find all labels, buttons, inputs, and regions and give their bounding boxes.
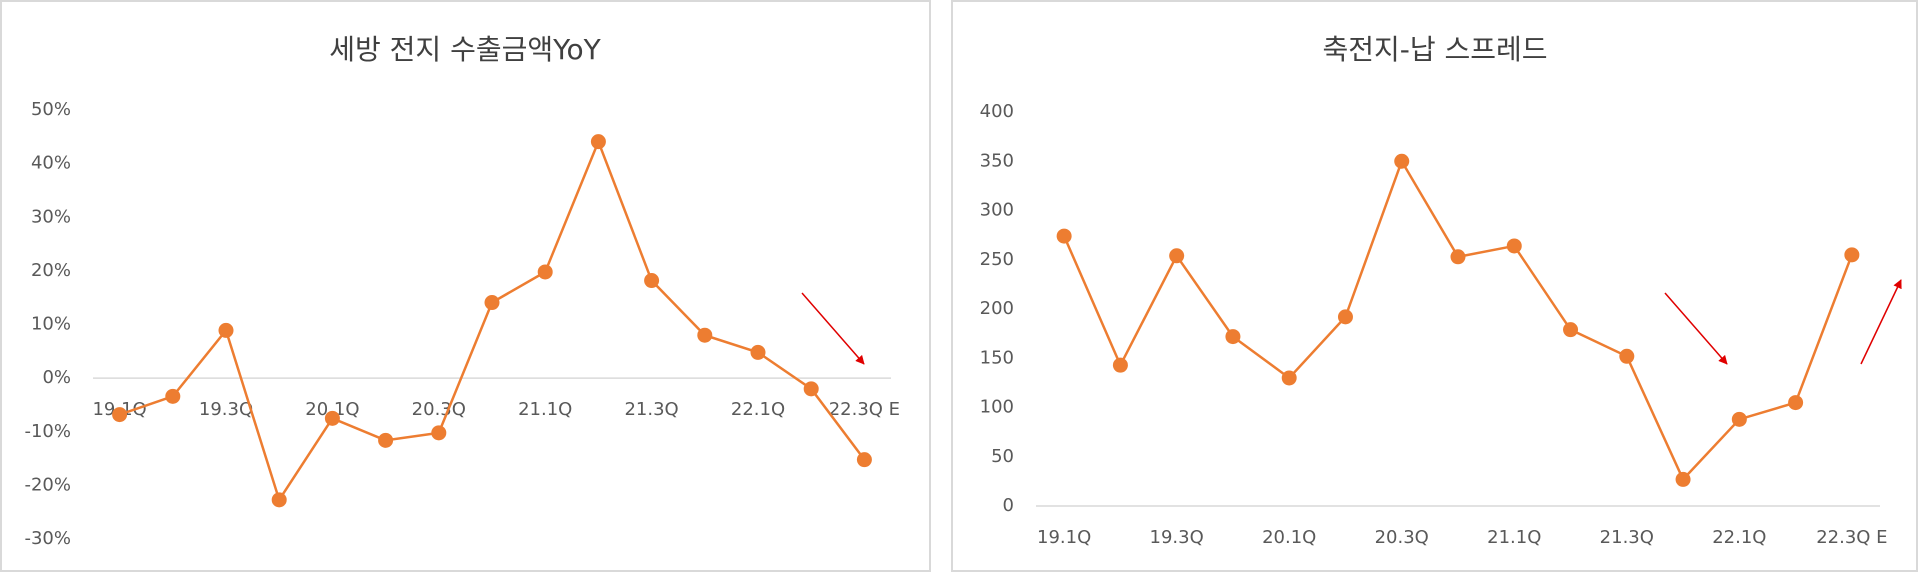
- data-point: [590, 134, 606, 150]
- y-tick-label: 0%: [42, 367, 71, 388]
- series-line: [119, 138, 866, 503]
- x-tick-label: 19.3Q: [199, 399, 253, 420]
- y-tick-label: 400: [980, 101, 1014, 122]
- trend-arrow: [801, 292, 865, 365]
- data-point: [112, 407, 128, 423]
- data-point: [1844, 247, 1860, 263]
- x-tick-label: 20.1Q: [305, 399, 359, 420]
- data-point: [1506, 238, 1522, 254]
- y-tick-label: 10%: [31, 314, 71, 335]
- data-point: [1619, 348, 1635, 364]
- data-point: [1112, 357, 1128, 373]
- y-tick-label: -20%: [24, 474, 71, 495]
- x-tick-label: 21.1Q: [518, 399, 572, 420]
- y-tick-label: 20%: [31, 260, 71, 281]
- data-point: [271, 492, 287, 508]
- x-tick-label: 22.3Q E: [1816, 527, 1887, 548]
- data-point: [484, 295, 500, 311]
- x-tick-label: 20.1Q: [1262, 527, 1316, 548]
- data-point: [1675, 471, 1691, 487]
- data-point: [1731, 411, 1747, 427]
- x-tick-label: 22.3Q E: [829, 399, 900, 420]
- trend-arrow: [1860, 279, 1902, 365]
- data-point: [1225, 329, 1241, 345]
- data-point: [1281, 370, 1297, 386]
- data-point: [1394, 153, 1410, 169]
- data-point: [856, 452, 872, 468]
- data-point: [1056, 228, 1072, 244]
- x-tick-label: 19.3Q: [1150, 527, 1204, 548]
- trend-arrow: [1664, 292, 1728, 365]
- panel: [0, 0, 931, 572]
- y-tick-label: 100: [980, 397, 1014, 418]
- y-tick-label: 350: [980, 150, 1014, 171]
- y-tick-label: 300: [980, 200, 1014, 221]
- data-point: [750, 344, 766, 360]
- y-tick-label: 0: [1003, 495, 1014, 516]
- x-tick-label: 19.1Q: [1037, 527, 1091, 548]
- y-tick-label: 40%: [31, 153, 71, 174]
- data-point: [165, 388, 181, 404]
- panel: [951, 0, 1918, 572]
- data-point: [324, 410, 340, 426]
- chart-title: 세방 전지 수출금액YoY: [329, 33, 601, 66]
- x-tick-label: 20.3Q: [412, 399, 466, 420]
- x-tick-label: 21.3Q: [624, 399, 678, 420]
- y-tick-label: 50: [991, 446, 1014, 467]
- series-line: [1062, 158, 1854, 482]
- data-point: [1788, 395, 1804, 411]
- data-point: [378, 432, 394, 448]
- data-point: [644, 273, 660, 289]
- data-point: [803, 381, 819, 397]
- data-point: [218, 322, 234, 338]
- y-tick-label: 250: [980, 249, 1014, 270]
- x-tick-label: 20.3Q: [1375, 527, 1429, 548]
- x-tick-label: 22.1Q: [1712, 527, 1766, 548]
- x-tick-label: 22.1Q: [731, 399, 785, 420]
- y-tick-label: 50%: [31, 99, 71, 120]
- y-tick-label: 200: [980, 298, 1014, 319]
- data-point: [697, 327, 713, 343]
- data-point: [431, 425, 447, 441]
- x-tick-label: 21.1Q: [1487, 527, 1541, 548]
- y-tick-label: 150: [980, 347, 1014, 368]
- x-tick-label: 21.3Q: [1600, 527, 1654, 548]
- chart-title: 축전지-납 스프레드: [1322, 33, 1547, 66]
- y-tick-label: 30%: [31, 206, 71, 227]
- data-point: [1337, 309, 1353, 325]
- data-point: [1563, 322, 1579, 338]
- data-point: [537, 264, 553, 280]
- data-point: [1450, 249, 1466, 265]
- y-tick-label: -10%: [24, 421, 71, 442]
- data-point: [1169, 248, 1185, 264]
- y-tick-label: -30%: [24, 528, 71, 549]
